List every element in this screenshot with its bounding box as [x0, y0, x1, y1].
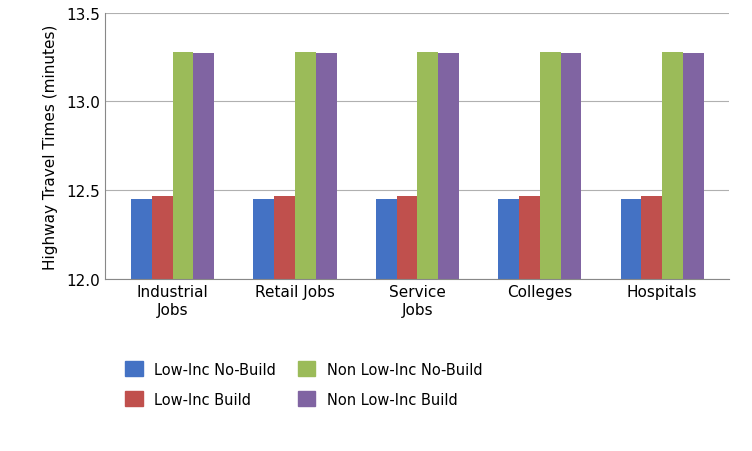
- Bar: [519, 196, 540, 280]
- Legend: Low-Inc No-Build, Low-Inc Build, Non Low-Inc No-Build, Non Low-Inc Build: Low-Inc No-Build, Low-Inc Build, Non Low…: [125, 361, 483, 407]
- Bar: [152, 196, 173, 280]
- Bar: [316, 54, 337, 280]
- Bar: [560, 54, 581, 280]
- Bar: [662, 53, 683, 280]
- Bar: [396, 196, 417, 280]
- Bar: [641, 196, 662, 280]
- Y-axis label: Highway Travel Times (minutes): Highway Travel Times (minutes): [43, 24, 58, 269]
- Bar: [417, 53, 438, 280]
- Bar: [193, 54, 214, 280]
- Bar: [498, 200, 519, 280]
- Bar: [173, 53, 193, 280]
- Bar: [295, 53, 316, 280]
- Bar: [540, 53, 560, 280]
- Bar: [620, 200, 641, 280]
- Bar: [274, 196, 295, 280]
- Bar: [683, 54, 704, 280]
- Bar: [253, 200, 274, 280]
- Bar: [131, 200, 152, 280]
- Bar: [438, 54, 459, 280]
- Bar: [376, 200, 396, 280]
